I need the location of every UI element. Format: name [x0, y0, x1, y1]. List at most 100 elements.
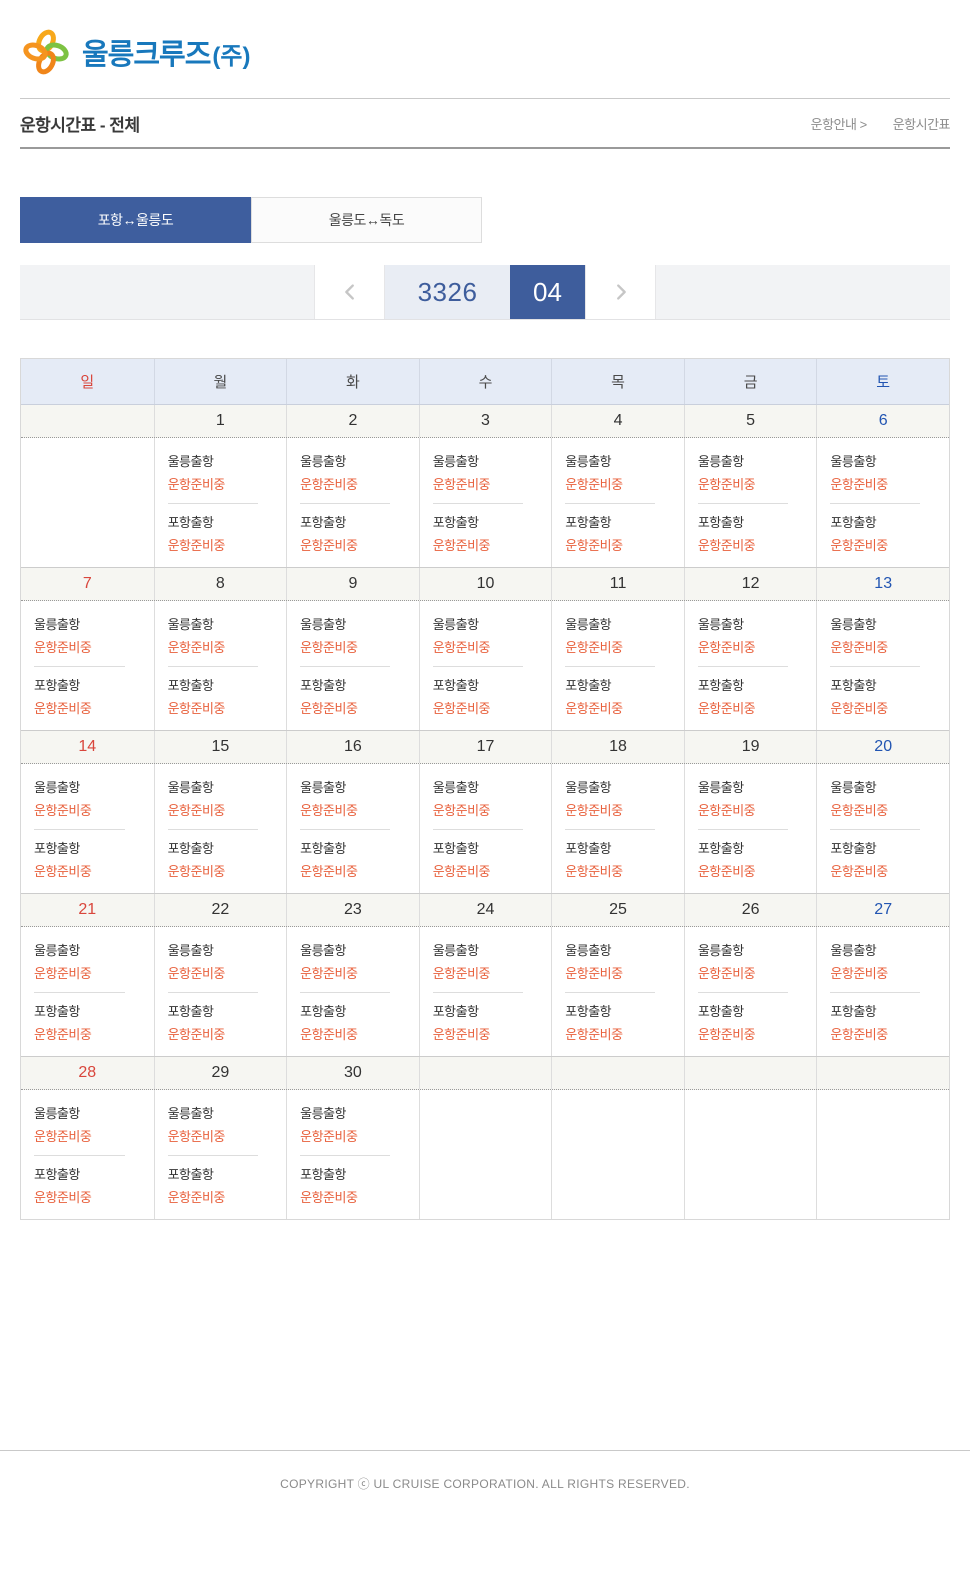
day-number: 9	[286, 568, 419, 600]
departure-label: 울릉출항	[565, 454, 612, 469]
status-label: 운항준비중	[34, 864, 92, 879]
entry-divider	[167, 503, 258, 504]
departure-label: 울릉출항	[167, 1106, 214, 1121]
day-cell: 울릉출항 운항준비중 포항출항 운항준비중	[21, 1090, 154, 1219]
day-number: 14	[78, 738, 97, 755]
entry-divider	[34, 1155, 125, 1156]
status-label: 운항준비중	[565, 803, 623, 818]
entry-divider	[830, 992, 921, 993]
departure-label: 울릉출항	[697, 617, 744, 632]
logo-text[interactable]: 울릉크루즈	[82, 39, 211, 71]
status-label: 운항준비중	[830, 477, 888, 492]
tab-pohang-ulleungdo[interactable]: 포항↔울릉도	[20, 197, 251, 243]
day-cell: 울릉출항 운항준비중 포항출항 운항준비중	[153, 438, 287, 567]
status-label: 운항준비중	[167, 864, 226, 879]
status-label: 운항준비중	[565, 640, 623, 655]
departure-label: 울릉출항	[34, 780, 80, 795]
entry-divider	[565, 503, 656, 504]
departure-label: 울릉출항	[300, 454, 346, 469]
entry-divider	[300, 829, 391, 830]
status-label: 운항준비중	[167, 701, 226, 716]
status-label: 운항준비중	[167, 1190, 226, 1205]
status-label: 운항준비중	[830, 1027, 888, 1042]
day-number: 27	[816, 894, 949, 926]
departure-label: 포항출항	[432, 678, 479, 693]
status-label: 운항준비중	[432, 538, 491, 553]
departure-label: 포항출항	[167, 1004, 214, 1019]
day-cell: 울릉출항 운항준비중 포항출항 운항준비중	[286, 601, 419, 730]
departure-label: 포항출항	[34, 678, 80, 693]
day-number: 12	[683, 568, 817, 600]
weekday-header: 목	[551, 359, 684, 404]
departure-label: 울릉출항	[565, 943, 612, 958]
status-label: 운항준비중	[565, 1027, 623, 1042]
departure-label: 울릉출항	[697, 780, 744, 795]
entry-divider	[565, 666, 656, 667]
copyright-text: COPYRIGHT ⓒ UL CRUISE CORPORATION. ALL R…	[280, 1477, 690, 1491]
entry-divider	[300, 992, 391, 993]
day-number: 26	[683, 894, 817, 926]
departure-label: 포항출항	[565, 841, 612, 856]
day-cell: 울릉출항 운항준비중 포항출항 운항준비중	[418, 601, 552, 730]
departure-label: 포항출항	[565, 515, 612, 530]
status-label: 운항준비중	[300, 1129, 358, 1144]
day-number: 1	[153, 405, 287, 437]
breadcrumb-parent[interactable]: 운항안내 >	[810, 116, 868, 132]
status-label: 운항준비중	[697, 1027, 756, 1042]
day-cell: 울릉출항 운항준비중 포항출항 운항준비중	[153, 601, 287, 730]
day-cell	[551, 1090, 684, 1219]
title-bar: 운항시간표 - 전체 운항안내 > 운항시간표	[20, 98, 951, 149]
entry-divider	[432, 829, 523, 830]
next-month-button[interactable]	[585, 265, 656, 319]
status-label: 운항준비중	[697, 803, 756, 818]
day-cell: 울릉출항 운항준비중 포항출항 운항준비중	[551, 438, 684, 567]
status-label: 운항준비중	[300, 477, 358, 492]
departure-label: 포항출항	[34, 841, 80, 856]
week-content-row: 울릉출항 운항준비중 포항출항 운항준비중 울릉출항 운항준비중 포항출항 운항준비중 울릉출항…	[21, 764, 949, 894]
departure-label: 울릉출항	[300, 1106, 346, 1121]
status-label: 운항준비중	[432, 864, 491, 879]
day-cell: 울릉출항 운항준비중 포항출항 운항준비중	[418, 764, 552, 893]
prev-month-button[interactable]	[314, 265, 385, 319]
entry-divider	[432, 666, 523, 667]
departure-label: 포항출항	[300, 515, 346, 530]
departure-label: 울릉출항	[565, 617, 612, 632]
day-number	[418, 1057, 552, 1089]
departure-label: 포항출항	[300, 1167, 346, 1182]
day-number: 2	[286, 405, 419, 437]
day-cell: 울릉출항 운항준비중 포항출항 운항준비중	[21, 601, 154, 730]
week-number-strip: 28 29 30	[21, 1057, 949, 1090]
day-number: 19	[683, 731, 817, 763]
tab-ulleungdo-dokdo[interactable]: 울릉도↔독도	[251, 197, 482, 243]
day-number: 7	[82, 575, 92, 592]
departure-label: 포항출항	[830, 678, 877, 693]
status-label: 운항준비중	[300, 701, 358, 716]
departure-label: 울릉출항	[167, 617, 214, 632]
status-label: 운항준비중	[830, 538, 888, 553]
weekday-header: 일	[80, 374, 95, 391]
departure-label: 울릉출항	[167, 454, 214, 469]
departure-label: 울릉출항	[830, 617, 877, 632]
status-label: 운항준비중	[167, 1129, 226, 1144]
departure-label: 포항출항	[432, 515, 479, 530]
week-number-strip: 14 15 16 17 18 19 20	[21, 731, 949, 764]
day-cell: 울릉출항 운항준비중 포항출항 운항준비중	[683, 764, 817, 893]
status-label: 운항준비중	[697, 538, 756, 553]
departure-label: 울릉출항	[167, 943, 214, 958]
entry-divider	[830, 503, 921, 504]
status-label: 운항준비중	[697, 864, 756, 879]
departure-label: 울릉출항	[34, 1106, 80, 1121]
day-cell: 울릉출항 운항준비중 포항출항 운항준비중	[153, 1090, 287, 1219]
departure-label: 울릉출항	[830, 454, 877, 469]
week-content-row: 울릉출항 운항준비중 포항출항 운항준비중 울릉출항 운항준비중 포항출항 운항준비중 울릉출항…	[21, 438, 949, 568]
departure-label: 울릉출항	[300, 780, 346, 795]
day-number: 23	[286, 894, 419, 926]
status-label: 운항준비중	[432, 701, 491, 716]
weekday-header: 월	[153, 359, 287, 404]
departure-label: 포항출항	[432, 841, 479, 856]
day-cell: 울릉출항 운항준비중 포항출항 운항준비중	[286, 927, 419, 1056]
day-cell: 울릉출항 운항준비중 포항출항 운항준비중	[683, 601, 817, 730]
day-number: 15	[153, 731, 287, 763]
departure-label: 울릉출항	[432, 454, 479, 469]
day-cell: 울릉출항 운항준비중 포항출항 운항준비중	[816, 601, 949, 730]
